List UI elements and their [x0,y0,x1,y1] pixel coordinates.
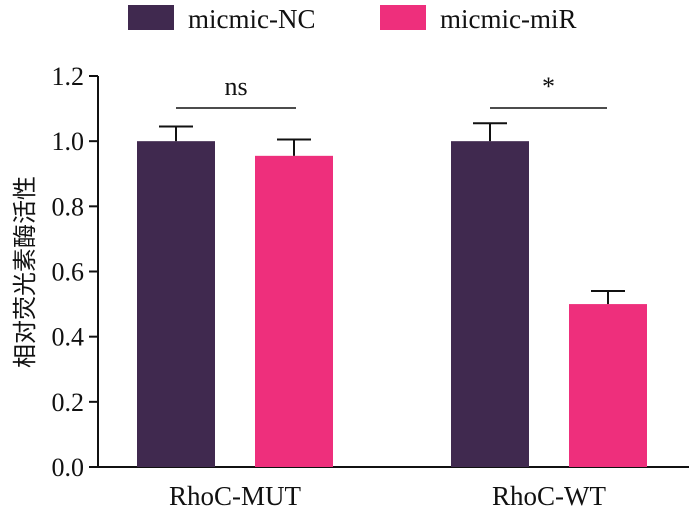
y-tick-label: 0.4 [52,323,85,352]
x-tick-label: RhoC-MUT [169,481,302,511]
y-tick-label: 1.2 [52,62,85,91]
significance-label: ns [224,72,247,101]
bar [451,141,529,467]
bar [569,304,647,467]
error-bars [159,122,625,305]
legend-swatch-micmic-mir [380,5,426,30]
bar [137,141,215,467]
x-tick-label: RhoC-WT [492,481,606,511]
y-tick-label: 0.8 [52,192,85,221]
legend-label-micmic-mir: micmic-miR [440,4,576,34]
y-tick-label: 0.0 [52,453,85,482]
axes: 0.0 0.2 0.4 0.6 0.8 1.0 1.2 [52,62,689,482]
significance-label: * [542,72,555,101]
y-tick-label: 0.6 [52,258,85,287]
bar [255,155,333,467]
y-tick-label: 0.2 [52,388,85,417]
bars [137,141,647,467]
y-axis-title: 相对荧光素酶活性 [11,176,39,368]
legend-label-micmic-nc: micmic-NC [188,4,315,34]
legend: micmic-NC micmic-miR [128,4,576,34]
y-tick-label: 1.0 [52,127,85,156]
legend-swatch-micmic-nc [128,5,174,30]
x-tick-labels: RhoC-MUT RhoC-WT [169,481,607,511]
significance-annotations: ns * [176,72,607,109]
